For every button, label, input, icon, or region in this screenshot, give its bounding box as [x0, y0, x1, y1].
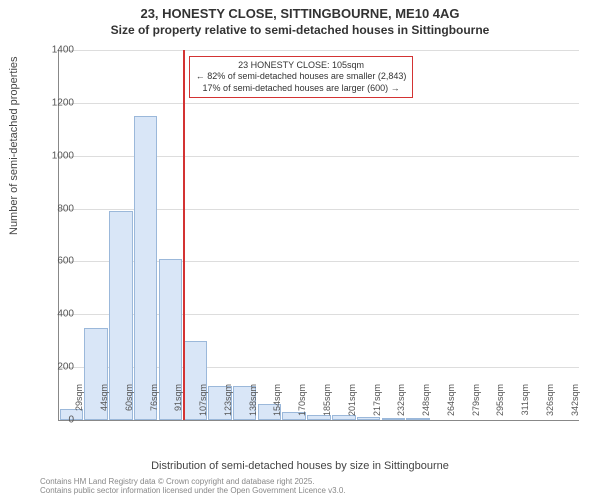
x-tick-label: 264sqm: [446, 384, 456, 424]
y-tick-label: 400: [34, 309, 74, 320]
footer-line-2: Contains public sector information licen…: [40, 486, 346, 496]
x-tick-label: 248sqm: [421, 384, 431, 424]
annotation-line: 17% of semi-detached houses are larger (…: [196, 83, 407, 94]
x-tick-label: 123sqm: [223, 384, 233, 424]
x-tick-label: 138sqm: [248, 384, 258, 424]
y-tick-label: 200: [34, 362, 74, 373]
x-tick-label: 107sqm: [198, 384, 208, 424]
y-tick-label: 1000: [34, 150, 74, 161]
x-axis-label: Distribution of semi-detached houses by …: [0, 460, 600, 472]
x-tick-label: 76sqm: [149, 384, 159, 424]
x-tick-label: 185sqm: [322, 384, 332, 424]
x-tick-label: 232sqm: [396, 384, 406, 424]
x-tick-label: 217sqm: [372, 384, 382, 424]
chart-title: 23, HONESTY CLOSE, SITTINGBOURNE, ME10 4…: [0, 6, 600, 21]
y-tick-label: 1200: [34, 97, 74, 108]
footer-line-1: Contains HM Land Registry data © Crown c…: [40, 477, 346, 487]
x-tick-label: 342sqm: [570, 384, 580, 424]
reference-line: [183, 50, 185, 420]
histogram-bar: [134, 116, 158, 420]
x-tick-label: 279sqm: [471, 384, 481, 424]
x-tick-label: 311sqm: [520, 384, 530, 424]
x-tick-label: 29sqm: [74, 384, 84, 424]
x-tick-label: 154sqm: [272, 384, 282, 424]
x-tick-label: 295sqm: [495, 384, 505, 424]
chart-subtitle: Size of property relative to semi-detach…: [0, 23, 600, 37]
grid-line: [59, 50, 579, 51]
x-tick-label: 326sqm: [545, 384, 555, 424]
chart-title-block: 23, HONESTY CLOSE, SITTINGBOURNE, ME10 4…: [0, 0, 600, 37]
footer-attribution: Contains HM Land Registry data © Crown c…: [40, 477, 346, 496]
plot-area: 29sqm44sqm60sqm76sqm91sqm107sqm123sqm138…: [58, 50, 579, 421]
y-tick-label: 600: [34, 256, 74, 267]
y-axis-label: Number of semi-detached properties: [8, 56, 20, 235]
grid-line: [59, 103, 579, 104]
y-tick-label: 1400: [34, 45, 74, 56]
x-tick-label: 170sqm: [297, 384, 307, 424]
x-tick-label: 44sqm: [99, 384, 109, 424]
annotation-line: ← 82% of semi-detached houses are smalle…: [196, 71, 407, 82]
x-tick-label: 60sqm: [124, 384, 134, 424]
x-tick-label: 201sqm: [347, 384, 357, 424]
y-tick-label: 0: [34, 415, 74, 426]
annotation-box: 23 HONESTY CLOSE: 105sqm← 82% of semi-de…: [189, 56, 414, 98]
annotation-line: 23 HONESTY CLOSE: 105sqm: [196, 60, 407, 71]
y-tick-label: 800: [34, 203, 74, 214]
